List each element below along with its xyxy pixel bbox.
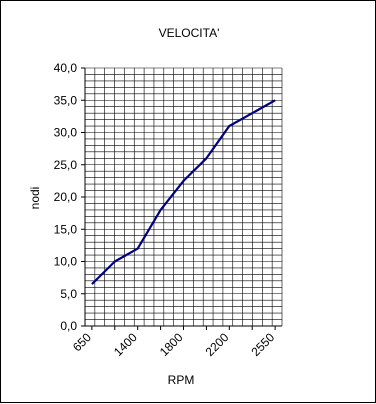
y-tick-label: 30,0 bbox=[54, 126, 78, 140]
y-tick-label: 20,0 bbox=[54, 190, 78, 204]
plot-area: 0,0 5,0 10,0 15,0 20,0 25,0 30,0 35,0 40,0 650 140… bbox=[54, 61, 283, 359]
y-tick-label: 0,0 bbox=[60, 319, 77, 333]
chart-title: VELOCITA' bbox=[159, 26, 220, 40]
x-axis-label: RPM bbox=[168, 373, 195, 387]
y-tick-label: 15,0 bbox=[54, 222, 78, 236]
x-tick-label: 650 bbox=[70, 330, 94, 354]
x-tick-label: 2200 bbox=[203, 330, 232, 359]
y-axis-label: nodi bbox=[28, 187, 42, 210]
y-tick-label: 5,0 bbox=[60, 287, 77, 301]
y-tick-label: 25,0 bbox=[54, 158, 78, 172]
x-tick-label: 1800 bbox=[157, 330, 186, 359]
series-line bbox=[91, 99, 276, 285]
y-tick-label: 40,0 bbox=[54, 61, 78, 75]
x-tick-label: 1400 bbox=[111, 330, 140, 359]
x-tick-label: 2550 bbox=[248, 330, 277, 359]
y-tick-label: 10,0 bbox=[54, 255, 78, 269]
y-tick-label: 35,0 bbox=[54, 93, 78, 107]
